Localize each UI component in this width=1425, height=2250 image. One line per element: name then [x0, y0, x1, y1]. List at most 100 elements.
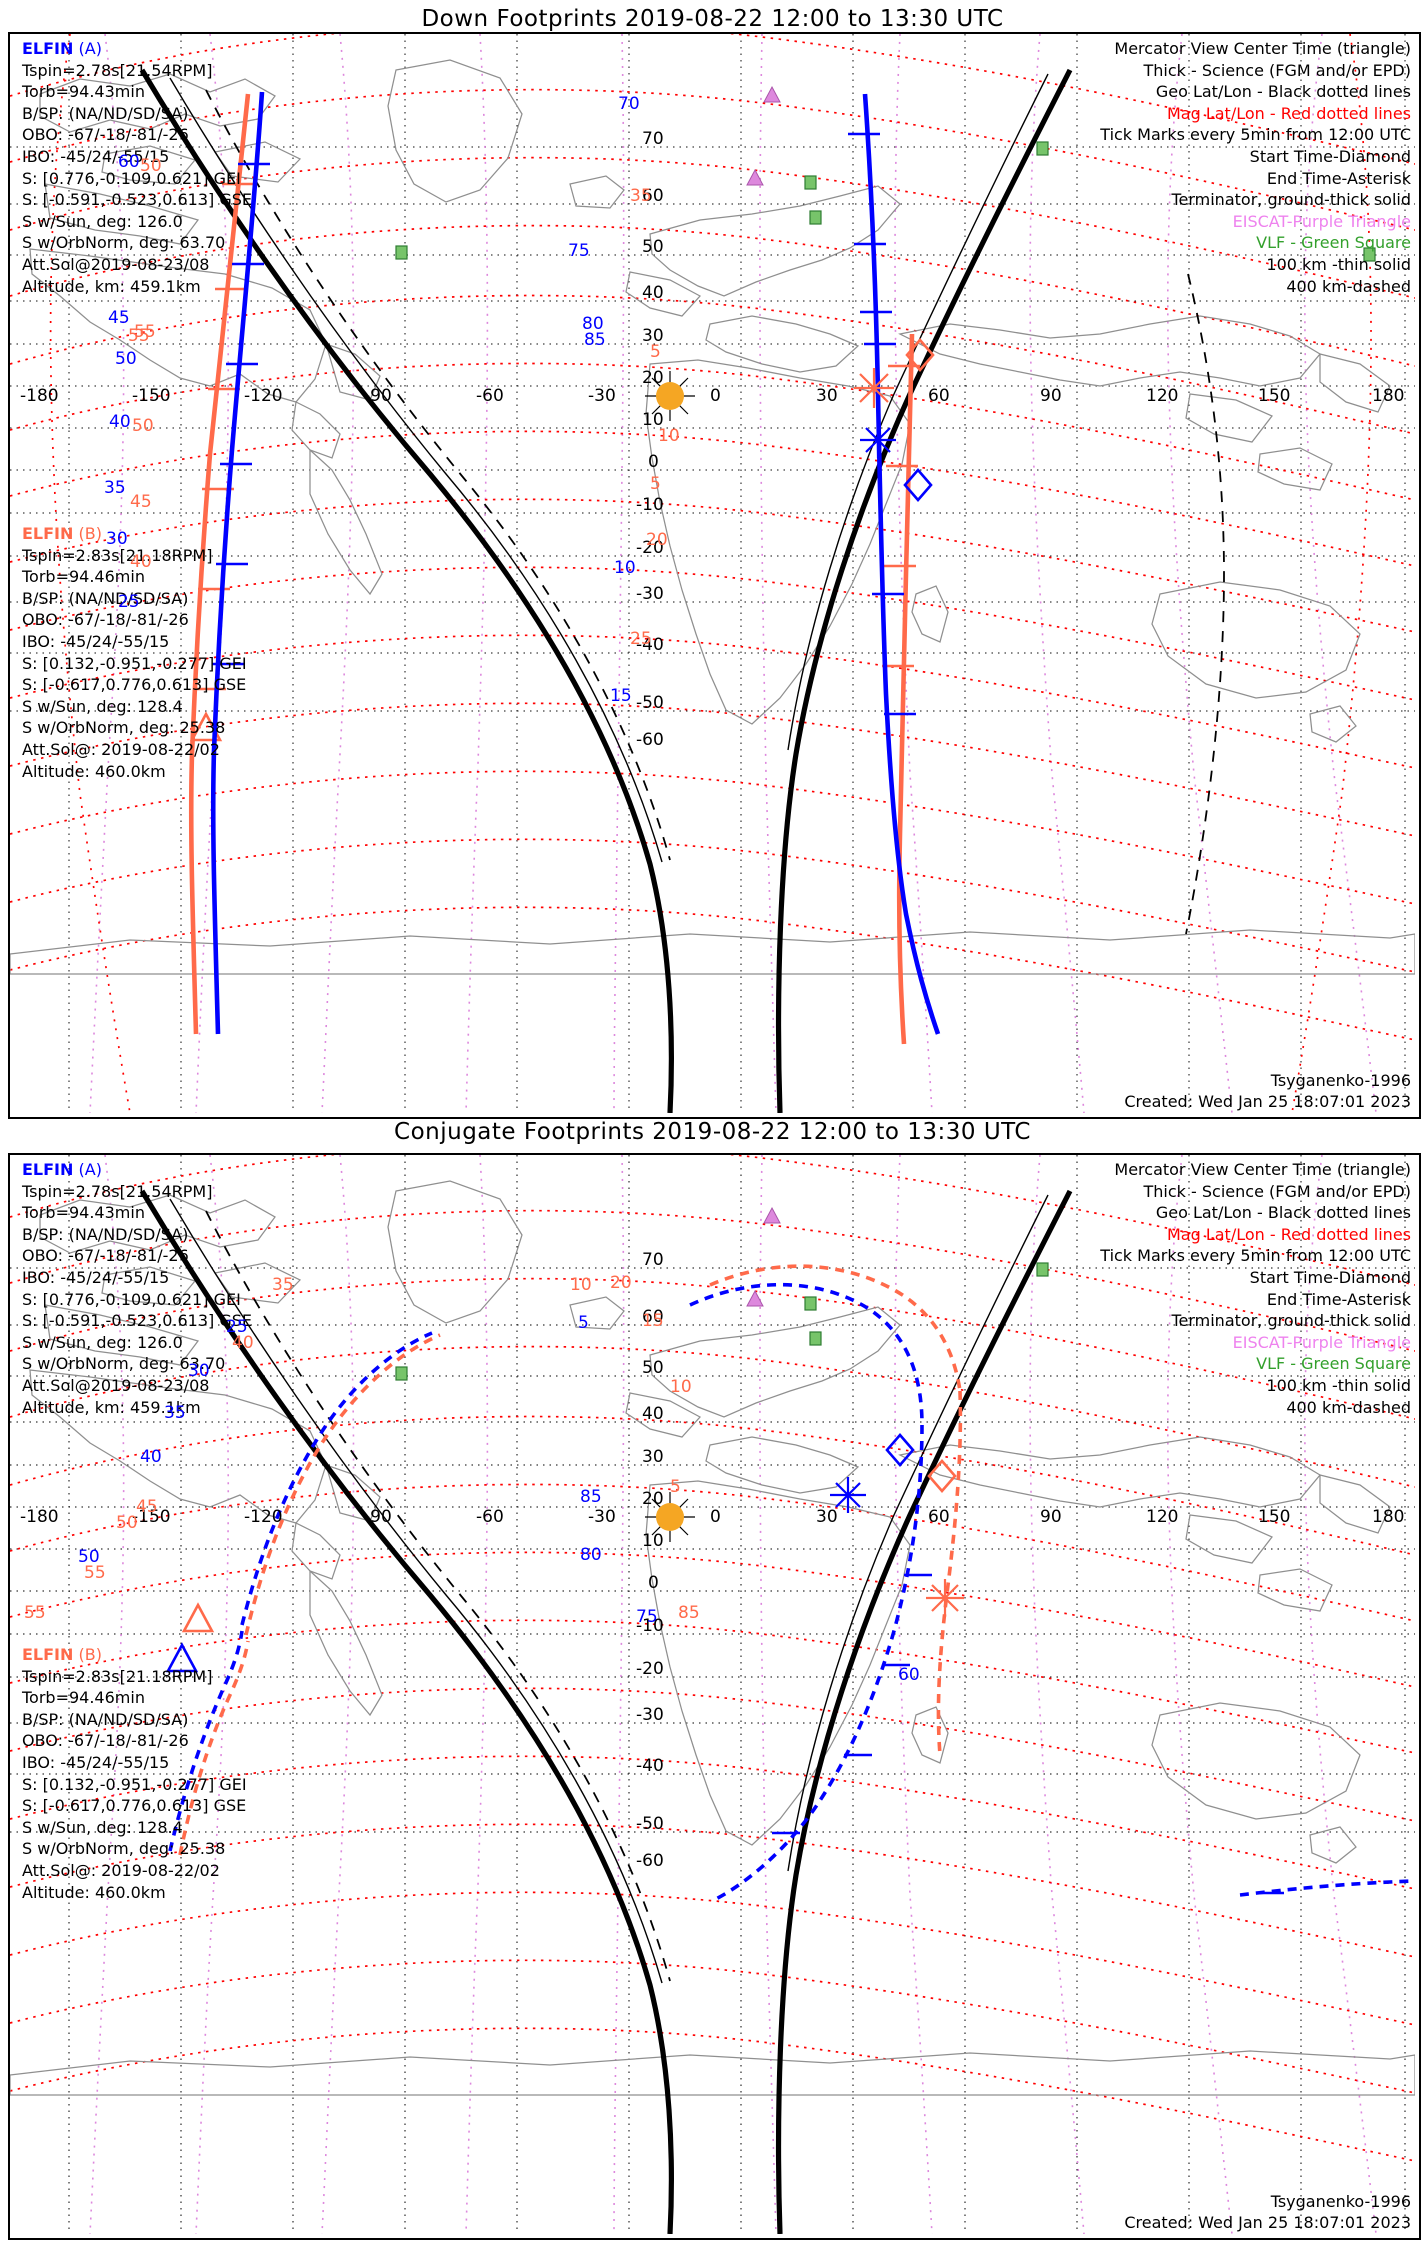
track-label-b: 10 [658, 426, 680, 446]
lon-label: 60 [928, 1507, 950, 1527]
elfin-b-line: B/SP: (NA/ND/SD/SA) [22, 1709, 189, 1729]
vlf-markers-conj [395, 1262, 1049, 1381]
lat-label: -40 [636, 1756, 664, 1776]
legend-item: EISCAT-Purple Triangle [1232, 211, 1411, 231]
lat-label: -60 [636, 730, 664, 750]
track-label-a: 75 [568, 241, 590, 261]
track-label-b: 55 [24, 1603, 46, 1623]
legend-item: Terminator, ground-thick solid [1171, 1311, 1411, 1331]
elfin-b-line: Att.Sol@: 2019-08-22/02 [22, 739, 220, 759]
legend-item: 100 km -thin solid [1266, 254, 1411, 274]
track-label-a: 80 [580, 1545, 602, 1565]
lon-label: -150 [132, 1507, 171, 1527]
track-elfin-b [188, 93, 935, 1045]
lon-label: -180 [20, 386, 59, 406]
panel-conjugate: Conjugate Footprints 2019-08-22 12:00 to… [0, 1119, 1425, 2250]
elfin-b-line: S w/Sun, deg: 128.4 [22, 696, 183, 716]
elfin-b-line: Torb=94.46min [22, 1688, 145, 1708]
lat-label: -20 [636, 1659, 664, 1679]
elfin-a-line: Tspin=2.78s[21.54RPM] [22, 1181, 213, 1201]
elfin-a-line: B/SP: (NA/ND/SD/SA) [22, 1224, 189, 1244]
elfin-a-line: OBO: -67/-18/-81/-26 [22, 125, 189, 145]
lon-label: 30 [816, 386, 838, 406]
elfin-a-info-down: ELFIN (A) Tspin=2.78s[21.54RPM] Torb=94.… [22, 38, 252, 297]
legend-item: Tick Marks every 5min from 12:00 UTC [1100, 1246, 1411, 1266]
lon-label: -90 [364, 1507, 392, 1527]
track-label-a: 25 [118, 592, 140, 612]
track-label-a: 40 [109, 412, 131, 432]
elfin-b-line: S w/Sun, deg: 128.4 [22, 1817, 183, 1837]
elfin-a-line: Tspin=2.78s[21.54RPM] [22, 60, 213, 80]
lon-label: -120 [244, 1507, 283, 1527]
lat-label: 10 [642, 410, 664, 430]
sun-symbol [645, 371, 695, 421]
lat-label: 50 [642, 237, 664, 257]
legend-item: EISCAT-Purple Triangle [1232, 1332, 1411, 1352]
legend-item: Terminator, ground-thick solid [1171, 190, 1411, 210]
legend-item: Start Time-Diamond [1249, 146, 1411, 166]
eiscat-markers [746, 85, 781, 186]
lat-label: 70 [642, 1250, 664, 1270]
footer-conjugate: Tsyganenko-1996 Created: Wed Jan 25 18:0… [1124, 2191, 1411, 2234]
track-label-b: 10 [670, 1377, 692, 1397]
track-label-b: 40 [130, 552, 152, 572]
elfin-b-line: S: [-0.617,0.776,0.613] GSE [22, 1796, 247, 1816]
track-label-a: 50 [78, 1547, 100, 1567]
map-down: ELFIN (A) Tspin=2.78s[21.54RPM] Torb=94.… [8, 32, 1421, 1119]
lat-label: 0 [648, 452, 659, 472]
elfin-b-line: Altitude: 460.0km [22, 1882, 166, 1902]
track-label-b: 35 [272, 1275, 294, 1295]
track-label-a: 5 [578, 1313, 589, 1333]
elfin-a-line: S w/Sun, deg: 126.0 [22, 1332, 183, 1352]
legend-item: Geo Lat/Lon - Black dotted lines [1155, 82, 1411, 102]
track-label-a: 15 [610, 686, 632, 706]
lon-label: 180 [1372, 1507, 1405, 1527]
elfin-b-line: Tspin=2.83s[21.18RPM] [22, 545, 213, 565]
lon-label: -30 [588, 386, 616, 406]
legend-conjugate: Mercator View Center Time (triangle) Thi… [1100, 1159, 1411, 1418]
track-label-b: 15 [642, 1311, 664, 1331]
track-label-b: 50 [132, 416, 154, 436]
lat-label: 0 [648, 1573, 659, 1593]
elfin-a-line: Torb=94.43min [22, 82, 145, 102]
legend-item: 100 km -thin solid [1266, 1375, 1411, 1395]
legend-item: Thick - Science (FGM and/or EPD) [1143, 60, 1411, 80]
track-elfin-a [210, 91, 941, 1035]
track-label-b: 55 [128, 326, 150, 346]
lat-label: -30 [636, 1705, 664, 1725]
lon-label: 150 [1258, 1507, 1291, 1527]
lon-label: 90 [1040, 1507, 1062, 1527]
lon-label: -120 [244, 386, 283, 406]
legend-item: VLF - Green Square [1256, 233, 1411, 253]
elfin-a-line: IBO: -45/24/-55/15 [22, 146, 170, 166]
elfin-b-line: S: [-0.617,0.776,0.613] GSE [22, 675, 247, 695]
elfin-a-header: ELFIN (A) [22, 1160, 102, 1179]
elfin-a-line: S w/OrbNorm, deg: 63.70 [22, 1354, 226, 1374]
lat-label: -60 [636, 1851, 664, 1871]
elfin-a-line: S: [0.776,-0.109,0.621] GEI [22, 1289, 241, 1309]
track-label-a: 80 [582, 314, 604, 334]
track-elfin-b-conj [178, 1264, 964, 1856]
track-label-a: 30 [188, 1361, 210, 1381]
elfin-b-line: Altitude: 460.0km [22, 761, 166, 781]
track-label-b: 20 [610, 1273, 632, 1293]
elfin-a-line: Altitude, km: 459.1km [22, 1397, 201, 1417]
legend-item: 400 km-dashed [1286, 276, 1411, 296]
elfin-a-line: S: [-0.591,-0.523,0.613] GSE [22, 1311, 252, 1331]
track-label-b: 25 [630, 629, 652, 649]
elfin-b-info-conj: ELFIN (B) Tspin=2.83s[21.18RPM] Torb=94.… [22, 1644, 247, 1903]
lat-label: 40 [642, 283, 664, 303]
elfin-b-info-down: ELFIN (B) Tspin=2.83s[21.18RPM] Torb=94.… [22, 523, 247, 782]
footer-down: Tsyganenko-1996 Created: Wed Jan 25 18:0… [1124, 1070, 1411, 1113]
track-label-b: 10 [570, 1275, 592, 1295]
track-label-b: 5 [650, 474, 661, 494]
elfin-b-header: ELFIN (B) [22, 1645, 102, 1664]
track-label-a: 35 [164, 1403, 186, 1423]
elfin-b-line: IBO: -45/24/-55/15 [22, 631, 170, 651]
track-label-a: 50 [115, 349, 137, 369]
elfin-b-line: B/SP: (NA/ND/SD/SA) [22, 588, 189, 608]
track-label-a: 60 [118, 152, 140, 172]
sun-symbol-conj [645, 1492, 695, 1542]
lon-label: -90 [364, 386, 392, 406]
legend-item: VLF - Green Square [1256, 1354, 1411, 1374]
